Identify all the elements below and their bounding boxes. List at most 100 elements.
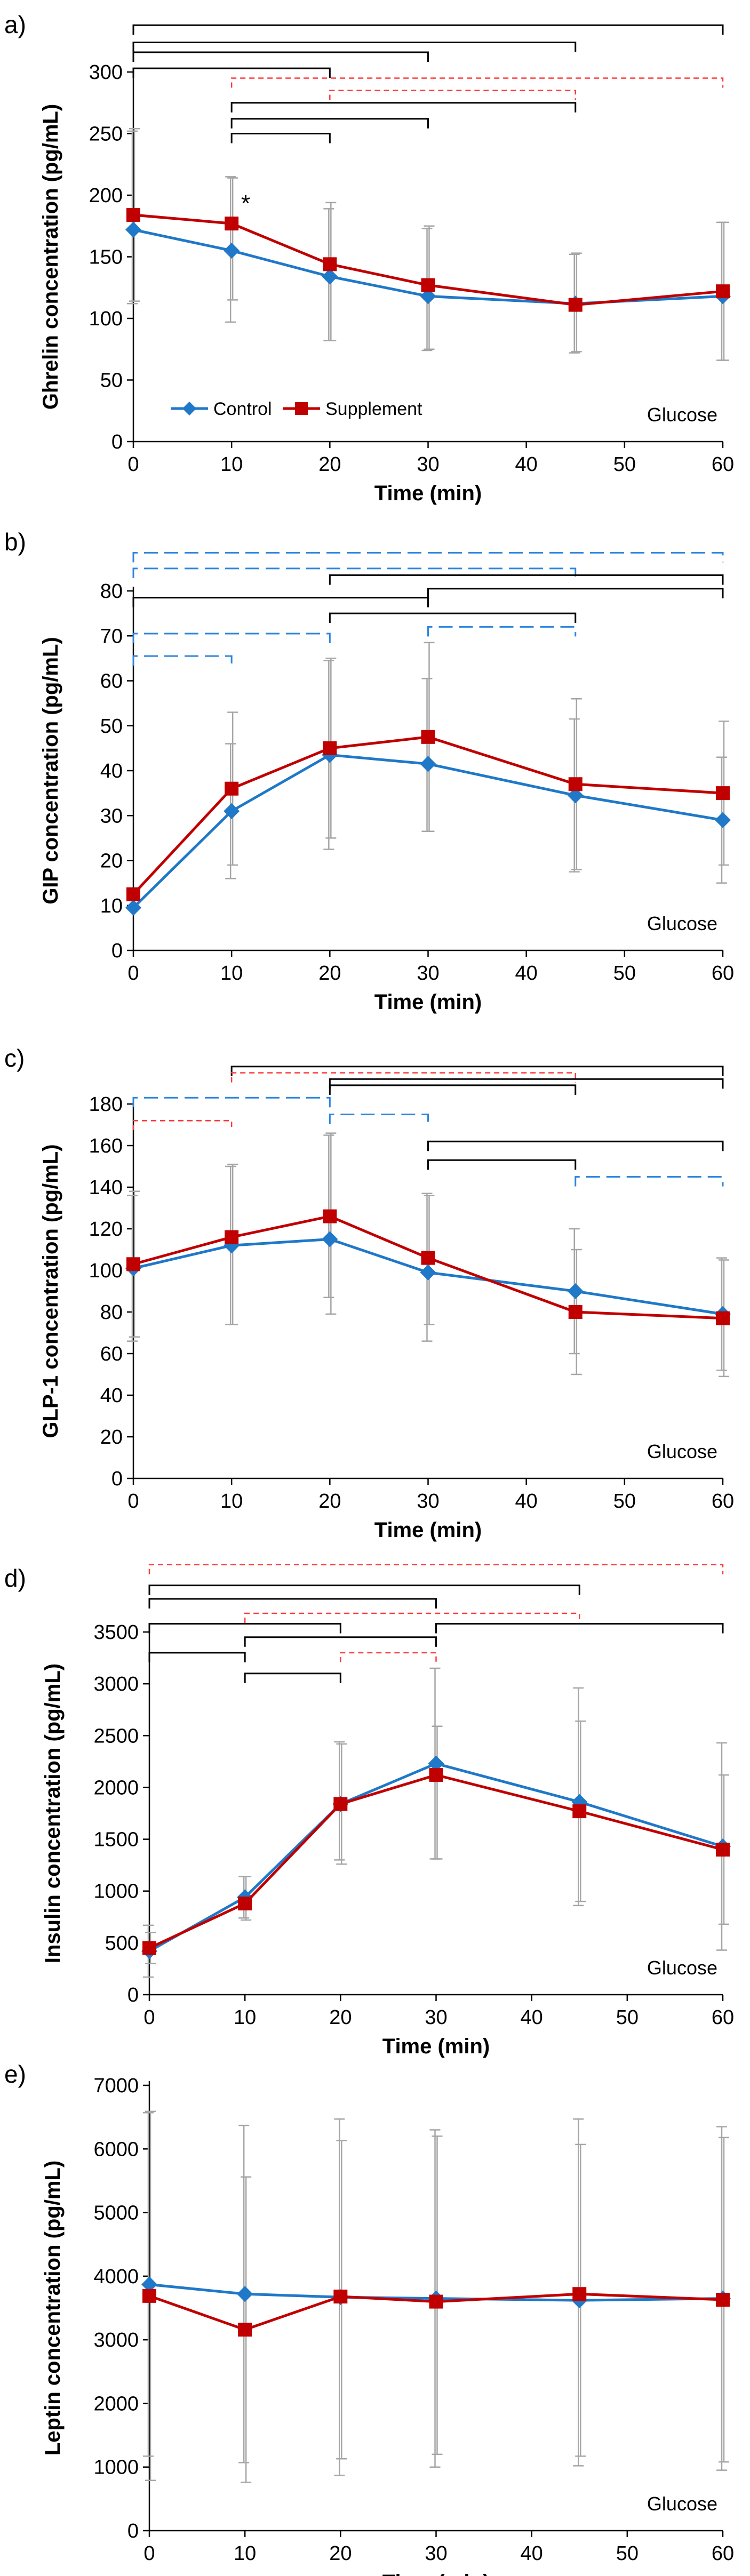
x-tick-label: 40 — [515, 1490, 538, 1513]
x-tick-label: 10 — [234, 2542, 256, 2565]
y-tick-label: 140 — [89, 1177, 123, 1199]
data-point-supplement — [716, 1843, 730, 1857]
data-point-control — [428, 1755, 444, 1772]
data-point-supplement — [126, 207, 140, 222]
significance-bracket — [132, 1097, 331, 1108]
data-point-supplement — [225, 217, 239, 231]
x-tick-label: 0 — [127, 453, 139, 476]
significance-bracket — [148, 1622, 341, 1634]
significance-bracket — [427, 1159, 577, 1170]
y-tick-label: 5000 — [93, 2202, 139, 2225]
data-point-control — [567, 787, 584, 804]
y-axis-title: GIP concentration (pg/mL) — [39, 637, 62, 905]
data-point-supplement — [225, 1230, 239, 1244]
x-axis-title: Time (min) — [374, 1518, 482, 1542]
significance-bracket — [132, 51, 429, 62]
y-tick-label: 40 — [100, 760, 123, 782]
x-tick-label: 30 — [425, 2006, 447, 2029]
x-tick-label: 40 — [521, 2542, 543, 2565]
y-tick-label: 250 — [89, 123, 123, 146]
significance-bracket — [132, 1119, 233, 1131]
x-tick-label: 40 — [515, 453, 538, 476]
y-tick-label: 500 — [105, 1932, 139, 1955]
data-point-control — [420, 756, 436, 772]
y-axis-title: GLP-1 concentration (pg/mL) — [39, 1144, 62, 1438]
y-tick-label: 150 — [89, 246, 123, 269]
significance-asterisk: * — [241, 190, 250, 217]
chart-panel-a: a) 0 50 100 150 200 250 300 0 10 20 30 40 50 60 Time (m… — [4, 11, 734, 505]
significance-bracket — [132, 67, 331, 78]
significance-bracket — [427, 588, 724, 598]
x-tick-label: 30 — [417, 962, 439, 985]
data-point-supplement — [568, 777, 583, 791]
x-tick-label: 60 — [712, 2006, 734, 2029]
significance-bracket — [329, 1114, 429, 1124]
significance-bracket — [435, 1622, 724, 1634]
x-tick-label: 30 — [425, 2542, 447, 2565]
data-point-supplement — [429, 1768, 443, 1782]
significance-bracket — [329, 90, 576, 100]
data-point-supplement — [142, 1941, 156, 1955]
y-tick-label: 0 — [127, 2520, 139, 2542]
data-point-supplement — [572, 2287, 587, 2301]
x-tick-label: 30 — [417, 453, 439, 476]
condition-label: Glucose — [647, 2493, 717, 2515]
data-point-supplement — [421, 278, 435, 292]
series-line-supplement — [148, 1773, 723, 1949]
legend-marker — [295, 402, 308, 415]
chart-panel-e: e) 0 1000 2000 3000 4000 5000 6000 7000 0 10 20 30 40… — [4, 2060, 734, 2576]
series-line-supplement — [133, 1214, 723, 1320]
y-tick-label: 7000 — [93, 2075, 139, 2097]
data-point-supplement — [572, 1804, 587, 1819]
legend-marker — [182, 402, 196, 415]
significance-bracket — [132, 567, 577, 578]
x-tick-label: 50 — [616, 2006, 639, 2029]
x-tick-label: 60 — [712, 1490, 734, 1513]
data-point-control — [420, 1264, 436, 1281]
y-tick-label: 2000 — [93, 2393, 139, 2415]
significance-bracket — [132, 42, 577, 52]
x-tick-label: 20 — [318, 1490, 341, 1513]
y-axis-title: Leptin concentration (pg/mL) — [41, 2161, 65, 2455]
x-tick-label: 30 — [417, 1490, 439, 1513]
y-tick-label: 200 — [89, 185, 123, 207]
data-point-supplement — [568, 298, 583, 312]
significance-bracket — [329, 574, 724, 585]
y-tick-label: 1500 — [93, 1829, 139, 1851]
data-point-control — [125, 899, 141, 916]
significance-bracket — [148, 1598, 437, 1609]
condition-label: Glucose — [647, 404, 717, 426]
series-line-control — [148, 1762, 723, 1953]
y-tick-label: 120 — [89, 1218, 123, 1241]
significance-bracket — [230, 77, 724, 88]
significance-bracket — [329, 1078, 724, 1089]
y-tick-label: 80 — [100, 1301, 123, 1324]
data-point-supplement — [126, 887, 140, 901]
y-tick-label: 3500 — [93, 1621, 139, 1644]
y-axis-title: Insulin concentration (pg/mL) — [41, 1663, 65, 1963]
y-tick-label: 2000 — [93, 1777, 139, 1799]
data-point-control — [420, 288, 436, 305]
y-tick-label: 2500 — [93, 1725, 139, 1747]
y-tick-label: 80 — [100, 580, 123, 603]
data-point-control — [715, 812, 731, 828]
significance-bracket — [148, 1652, 246, 1662]
data-point-control — [224, 803, 240, 819]
condition-label: Glucose — [647, 1441, 717, 1462]
data-point-supplement — [333, 2290, 348, 2304]
x-tick-label: 10 — [234, 2006, 256, 2029]
data-point-supplement — [716, 2292, 730, 2307]
legend-label: Control — [213, 399, 272, 419]
significance-bracket — [132, 597, 429, 607]
y-tick-label: 50 — [100, 715, 123, 738]
panel-label: a) — [4, 11, 26, 38]
data-point-supplement — [238, 2323, 252, 2337]
x-axis-title: Time (min) — [374, 990, 482, 1014]
data-point-supplement — [716, 1311, 730, 1325]
series-line-control — [132, 753, 723, 909]
data-point-supplement — [421, 1251, 435, 1265]
series-line-control — [133, 1237, 723, 1316]
data-point-supplement — [126, 1257, 140, 1271]
significance-bracket — [230, 118, 429, 129]
